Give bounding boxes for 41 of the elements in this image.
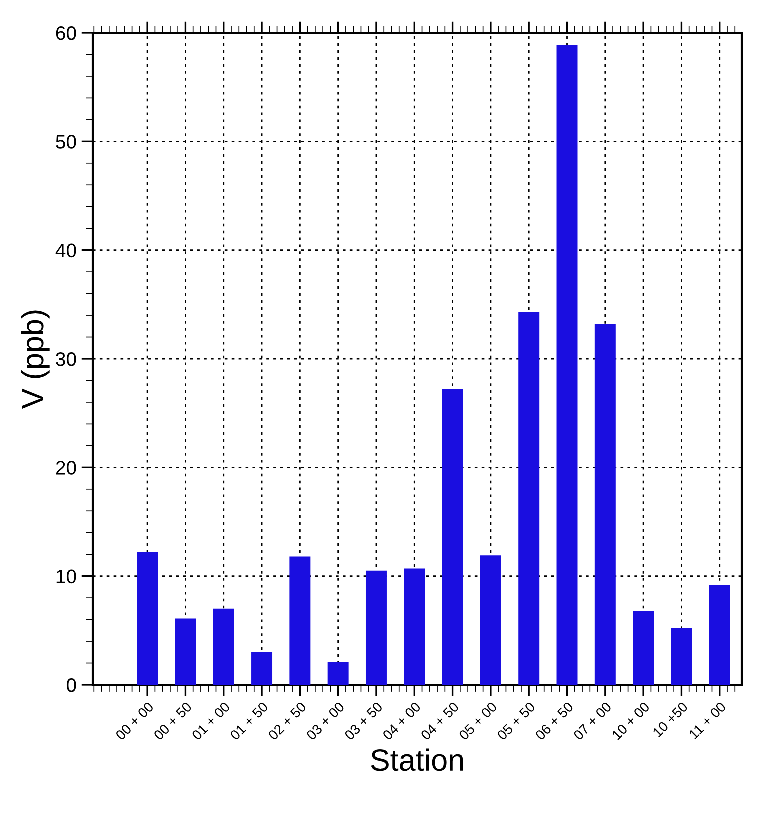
bar (442, 389, 464, 685)
bar (213, 608, 234, 685)
x-tick-label: 05 + 50 (496, 702, 536, 741)
y-axis-title: V (ppb) (21, 310, 50, 409)
y-tick-label: 20 (56, 461, 76, 475)
x-tick-label: 07 + 00 (573, 702, 612, 741)
y-tick-label: 10 (56, 570, 76, 584)
bar (366, 570, 387, 685)
bar (290, 556, 311, 685)
x-axis-title: Station (371, 748, 464, 772)
bar (594, 324, 616, 685)
y-tick-label: 60 (56, 26, 76, 40)
x-tick-label: 01 + 00 (191, 702, 231, 741)
x-tick-label: 00 + 50 (153, 702, 193, 741)
x-tick-label: 11 + 00 (688, 702, 727, 740)
bar (633, 611, 654, 685)
x-tick-label: 04 + 50 (420, 702, 460, 741)
x-tick-label: 00 + 00 (115, 702, 154, 741)
bar (328, 662, 349, 685)
bar (709, 585, 730, 685)
x-tick-label: 10 +50 (652, 702, 689, 738)
bar (252, 652, 273, 685)
bar (518, 312, 540, 685)
x-tick-label: 10 + 00 (612, 702, 650, 740)
bar (404, 568, 426, 685)
x-tick-label: 03 + 50 (344, 702, 384, 741)
y-tick-label: 30 (56, 352, 76, 366)
bar (556, 44, 578, 685)
x-tick-label: 03 + 00 (306, 702, 346, 741)
y-tick-label: 50 (56, 135, 76, 149)
x-tick-label: 05 + 00 (458, 702, 498, 741)
x-tick-label: 06 + 50 (534, 702, 574, 741)
x-tick-label: 04 + 00 (382, 702, 422, 741)
x-tick-label: 02 + 50 (268, 702, 308, 741)
bar (175, 618, 196, 685)
y-tick-label: 40 (56, 244, 76, 258)
y-tick-label: 0 (66, 678, 76, 692)
bar (671, 628, 692, 685)
bar (480, 556, 502, 685)
x-tick-label: 01 + 50 (230, 702, 269, 741)
bar (137, 552, 158, 685)
